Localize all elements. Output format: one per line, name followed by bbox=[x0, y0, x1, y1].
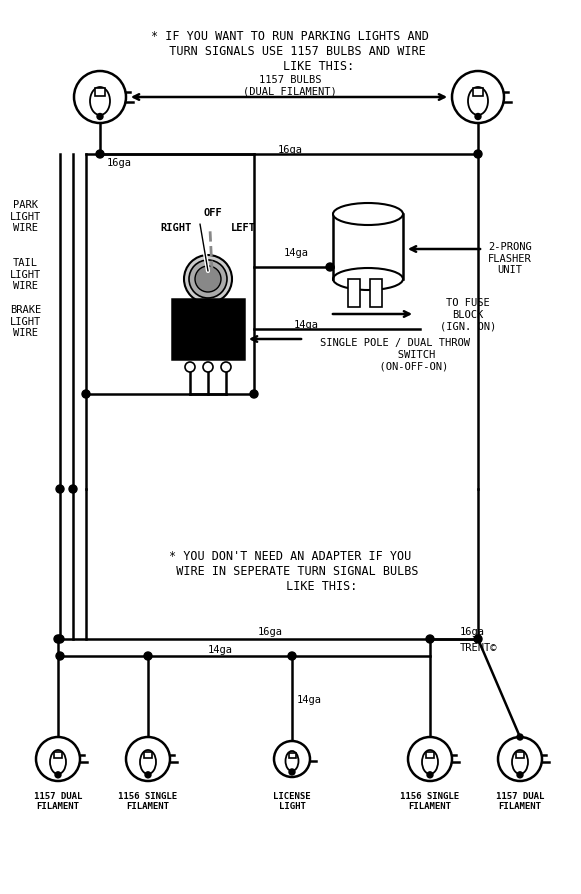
FancyBboxPatch shape bbox=[473, 89, 483, 97]
Circle shape bbox=[517, 734, 523, 740]
FancyBboxPatch shape bbox=[370, 280, 382, 308]
Circle shape bbox=[250, 391, 258, 399]
Circle shape bbox=[474, 151, 482, 159]
Circle shape bbox=[55, 772, 61, 778]
Circle shape bbox=[54, 636, 62, 644]
Circle shape bbox=[326, 264, 334, 272]
Text: PARK
LIGHT
WIRE: PARK LIGHT WIRE bbox=[10, 199, 41, 233]
Text: TRENT©: TRENT© bbox=[460, 642, 497, 653]
Text: SINGLE POLE / DUAL THROW
       SWITCH
      (ON-OFF-ON): SINGLE POLE / DUAL THROW SWITCH (ON-OFF-… bbox=[320, 338, 470, 371]
Text: 14ga: 14ga bbox=[297, 695, 322, 704]
Ellipse shape bbox=[468, 88, 488, 116]
Circle shape bbox=[189, 261, 227, 299]
Text: 16ga: 16ga bbox=[460, 627, 485, 637]
FancyBboxPatch shape bbox=[144, 752, 152, 758]
Text: * IF YOU WANT TO RUN PARKING LIGHTS AND
  TURN SIGNALS USE 1157 BULBS AND WIRE
 : * IF YOU WANT TO RUN PARKING LIGHTS AND … bbox=[151, 30, 429, 73]
Circle shape bbox=[517, 772, 523, 778]
Ellipse shape bbox=[90, 88, 110, 116]
Text: * YOU DON'T NEED AN ADAPTER IF YOU
  WIRE IN SEPERATE TURN SIGNAL BULBS
        : * YOU DON'T NEED AN ADAPTER IF YOU WIRE … bbox=[162, 550, 418, 593]
Text: OFF: OFF bbox=[203, 207, 223, 218]
Ellipse shape bbox=[512, 750, 528, 774]
Text: 2-PRONG
FLASHER
UNIT: 2-PRONG FLASHER UNIT bbox=[488, 241, 532, 274]
Circle shape bbox=[96, 151, 104, 159]
FancyBboxPatch shape bbox=[95, 89, 105, 97]
Circle shape bbox=[203, 363, 213, 373]
Ellipse shape bbox=[422, 750, 438, 774]
Text: 16ga: 16ga bbox=[278, 145, 303, 155]
Text: 14ga: 14ga bbox=[284, 248, 309, 257]
FancyBboxPatch shape bbox=[516, 752, 524, 758]
Circle shape bbox=[474, 636, 482, 644]
Text: 1157 DUAL
FILAMENT: 1157 DUAL FILAMENT bbox=[34, 791, 82, 811]
Text: LICENSE
LIGHT: LICENSE LIGHT bbox=[273, 791, 311, 811]
FancyBboxPatch shape bbox=[172, 299, 244, 359]
Circle shape bbox=[36, 738, 80, 781]
FancyBboxPatch shape bbox=[348, 280, 360, 308]
Text: 1157 BULBS
(DUAL FILAMENT): 1157 BULBS (DUAL FILAMENT) bbox=[243, 75, 337, 97]
Text: RIGHT: RIGHT bbox=[160, 223, 192, 232]
Circle shape bbox=[427, 772, 433, 778]
Circle shape bbox=[288, 653, 296, 661]
Circle shape bbox=[184, 256, 232, 304]
Circle shape bbox=[408, 738, 452, 781]
Circle shape bbox=[195, 266, 221, 292]
Circle shape bbox=[145, 772, 151, 778]
Ellipse shape bbox=[50, 750, 66, 774]
Text: 14ga: 14ga bbox=[207, 645, 232, 654]
Text: LEFT: LEFT bbox=[231, 223, 256, 232]
Circle shape bbox=[56, 653, 64, 661]
Circle shape bbox=[69, 485, 77, 493]
Circle shape bbox=[56, 485, 64, 493]
Circle shape bbox=[126, 738, 170, 781]
Text: 14ga: 14ga bbox=[294, 320, 319, 330]
Circle shape bbox=[475, 114, 481, 121]
Text: BRAKE
LIGHT
WIRE: BRAKE LIGHT WIRE bbox=[10, 305, 41, 338]
FancyBboxPatch shape bbox=[289, 753, 296, 758]
Circle shape bbox=[74, 72, 126, 124]
FancyBboxPatch shape bbox=[426, 752, 434, 758]
Circle shape bbox=[426, 636, 434, 644]
Ellipse shape bbox=[140, 750, 156, 774]
Circle shape bbox=[56, 636, 64, 644]
Text: 1157 DUAL
FILAMENT: 1157 DUAL FILAMENT bbox=[496, 791, 544, 811]
Circle shape bbox=[274, 741, 310, 777]
FancyBboxPatch shape bbox=[54, 752, 62, 758]
Circle shape bbox=[144, 653, 152, 661]
Circle shape bbox=[498, 738, 542, 781]
Text: 16ga: 16ga bbox=[107, 158, 132, 168]
Circle shape bbox=[452, 72, 504, 124]
Text: TAIL
LIGHT
WIRE: TAIL LIGHT WIRE bbox=[10, 257, 41, 291]
Text: 1156 SINGLE
FILAMENT: 1156 SINGLE FILAMENT bbox=[400, 791, 460, 811]
Text: TO FUSE
BLOCK
(IGN. ON): TO FUSE BLOCK (IGN. ON) bbox=[440, 298, 496, 332]
Circle shape bbox=[97, 114, 103, 121]
Ellipse shape bbox=[285, 751, 299, 772]
Text: 1156 SINGLE
FILAMENT: 1156 SINGLE FILAMENT bbox=[119, 791, 178, 811]
Circle shape bbox=[289, 769, 295, 775]
Circle shape bbox=[221, 363, 231, 373]
Circle shape bbox=[82, 391, 90, 399]
Text: 16ga: 16ga bbox=[257, 627, 282, 637]
Text: ON-OFF-ON: ON-OFF-ON bbox=[180, 325, 236, 334]
Ellipse shape bbox=[333, 204, 403, 226]
Circle shape bbox=[185, 363, 195, 373]
